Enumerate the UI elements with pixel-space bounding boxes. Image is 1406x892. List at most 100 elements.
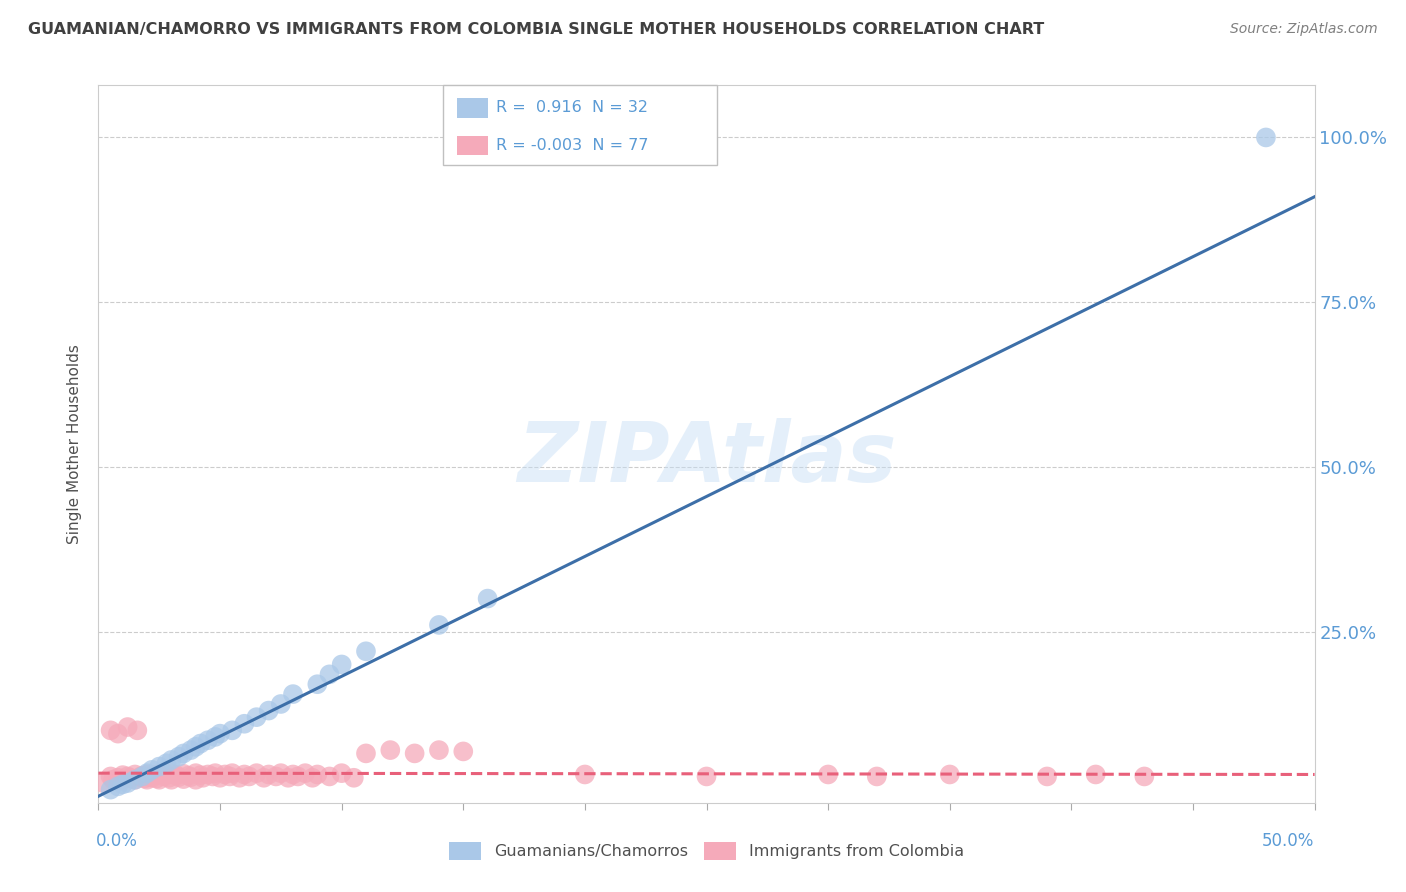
Text: ZIPAtlas: ZIPAtlas [517, 417, 896, 499]
Point [167, 770, 190, 784]
Point [160, 772, 183, 787]
Point [148, 772, 170, 787]
Point [404, 747, 426, 761]
Point [124, 772, 146, 787]
Point [1254, 130, 1277, 145]
Legend: Guamanians/Chamorros, Immigrants from Colombia: Guamanians/Chamorros, Immigrants from Co… [443, 836, 970, 867]
Point [191, 771, 214, 785]
Point [214, 767, 236, 781]
Point [173, 772, 195, 786]
Point [257, 704, 280, 718]
Point [245, 710, 267, 724]
Point [111, 772, 134, 787]
Point [101, 772, 124, 787]
Point [128, 770, 150, 784]
Point [253, 771, 276, 785]
Point [197, 767, 219, 781]
Point [100, 723, 122, 738]
Point [354, 644, 377, 658]
Point [330, 766, 353, 780]
Point [143, 768, 166, 782]
Text: 0.0%: 0.0% [96, 831, 138, 849]
Point [165, 768, 187, 782]
Point [111, 777, 134, 791]
Point [117, 720, 139, 734]
Point [91, 776, 114, 790]
Point [127, 723, 149, 738]
Point [118, 771, 141, 785]
Point [173, 747, 195, 761]
Point [157, 771, 180, 785]
Point [167, 749, 190, 764]
Point [218, 769, 240, 783]
Point [245, 766, 267, 780]
Point [136, 772, 159, 787]
Point [318, 667, 340, 681]
Point [180, 770, 202, 784]
Point [190, 768, 212, 782]
Point [238, 769, 260, 783]
Point [146, 772, 169, 786]
Point [343, 771, 366, 785]
Point [100, 782, 122, 797]
Point [131, 769, 153, 783]
Point [124, 772, 146, 787]
Text: Source: ZipAtlas.com: Source: ZipAtlas.com [1230, 22, 1378, 37]
Point [190, 737, 212, 751]
Text: GUAMANIAN/CHAMORRO VS IMMIGRANTS FROM COLOMBIA SINGLE MOTHER HOUSEHOLDS CORRELAT: GUAMANIAN/CHAMORRO VS IMMIGRANTS FROM CO… [28, 22, 1045, 37]
Point [124, 767, 146, 781]
Point [277, 771, 299, 785]
Point [100, 769, 122, 783]
Point [173, 767, 195, 781]
Point [453, 744, 475, 758]
Point [209, 771, 232, 785]
Point [817, 767, 839, 781]
Point [111, 768, 134, 782]
Point [380, 743, 402, 757]
Point [307, 767, 329, 781]
Point [294, 766, 316, 780]
Point [281, 767, 304, 781]
Text: R = -0.003  N = 77: R = -0.003 N = 77 [496, 138, 648, 153]
Point [477, 591, 499, 606]
Point [427, 618, 450, 632]
Point [107, 780, 129, 794]
Point [141, 771, 163, 785]
Point [177, 769, 200, 783]
Point [153, 769, 176, 783]
Point [131, 769, 153, 783]
Point [184, 739, 207, 754]
Point [155, 756, 177, 771]
Point [204, 766, 226, 780]
Point [136, 767, 159, 781]
Point [117, 769, 139, 783]
Text: R =  0.916  N = 32: R = 0.916 N = 32 [496, 101, 648, 115]
Point [134, 772, 156, 786]
Point [233, 716, 256, 731]
Text: 50.0%: 50.0% [1263, 831, 1315, 849]
Point [939, 767, 962, 781]
Point [184, 766, 207, 780]
Point [197, 733, 219, 747]
Point [221, 766, 243, 780]
Point [427, 743, 450, 757]
Point [155, 767, 177, 781]
Point [138, 769, 160, 783]
Point [204, 730, 226, 744]
Point [136, 766, 159, 780]
Point [1133, 769, 1156, 783]
Point [270, 697, 292, 711]
Point [209, 726, 232, 740]
Point [866, 769, 889, 783]
Point [354, 747, 377, 761]
Y-axis label: Single Mother Households: Single Mother Households [67, 343, 83, 544]
Point [228, 771, 250, 785]
Point [301, 771, 323, 785]
Point [330, 657, 353, 672]
Point [160, 753, 183, 767]
Point [180, 743, 202, 757]
Point [281, 687, 304, 701]
Point [221, 723, 243, 738]
Point [307, 677, 329, 691]
Point [107, 726, 129, 740]
